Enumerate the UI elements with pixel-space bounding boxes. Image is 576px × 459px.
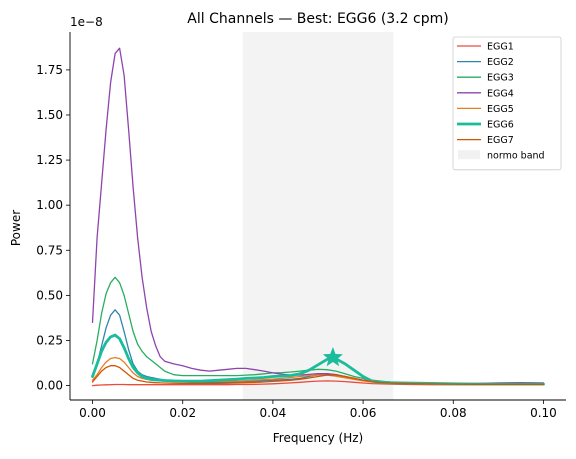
y-tick-label: 1.50: [36, 108, 63, 122]
best-peak-star-marker: [322, 346, 344, 367]
x-tick-label: 0.00: [79, 406, 106, 420]
y-tick-label: 1.00: [36, 198, 63, 212]
legend-label-normo-band: normo band: [487, 151, 545, 162]
x-tick-label: 0.04: [260, 406, 287, 420]
legend-label-egg6: EGG6: [487, 120, 514, 131]
legend-label-egg3: EGG3: [487, 73, 514, 84]
y-tick-label: 1.75: [36, 63, 63, 77]
y-scale-label: 1e−8: [70, 15, 103, 29]
x-ticks: 0.00 0.02 0.04 0.06 0.08 0.10: [79, 400, 557, 420]
legend-label-egg2: EGG2: [487, 57, 514, 68]
y-tick-label: 0.75: [36, 243, 63, 257]
series-layer: [91, 47, 545, 387]
x-tick-label: 0.02: [169, 406, 196, 420]
legend-label-egg7: EGG7: [487, 135, 514, 146]
y-tick-label: 0.50: [36, 288, 63, 302]
marker-layer: [322, 346, 344, 367]
x-tick-label: 0.08: [440, 406, 467, 420]
y-tick-label: 0.00: [36, 379, 63, 393]
legend-label-egg4: EGG4: [487, 88, 514, 99]
legend-frame: [452, 36, 562, 171]
band-layer: [242, 32, 394, 400]
y-ticks: 0.00 0.25 0.50 0.75 1.00 1.25 1.50 1.75: [36, 63, 70, 393]
legend-label-egg5: EGG5: [487, 104, 514, 115]
y-axis-label: Power: [9, 210, 23, 246]
series-line-egg7: [91, 365, 545, 385]
x-tick-label: 0.06: [350, 406, 377, 420]
chart-title: All Channels — Best: EGG6 (3.2 cpm): [187, 11, 448, 27]
legend-label-egg1: EGG1: [487, 42, 514, 53]
y-tick-label: 1.25: [36, 153, 63, 167]
series-line-egg1: [91, 380, 545, 387]
normo-band: [242, 32, 394, 400]
axes-layer: [69, 32, 566, 401]
y-tick-label: 0.25: [36, 333, 63, 347]
legend: EGG1 EGG2 EGG3 EGG4 EGG5 EGG6 EGG7 normo band: [452, 36, 562, 171]
x-tick-label: 0.10: [530, 406, 557, 420]
legend-items: EGG1 EGG2 EGG3 EGG4 EGG5 EGG6 EGG7 normo band: [457, 42, 545, 162]
legend-swatch-normo-band: [458, 150, 480, 160]
x-axis-label: Frequency (Hz): [273, 431, 364, 445]
